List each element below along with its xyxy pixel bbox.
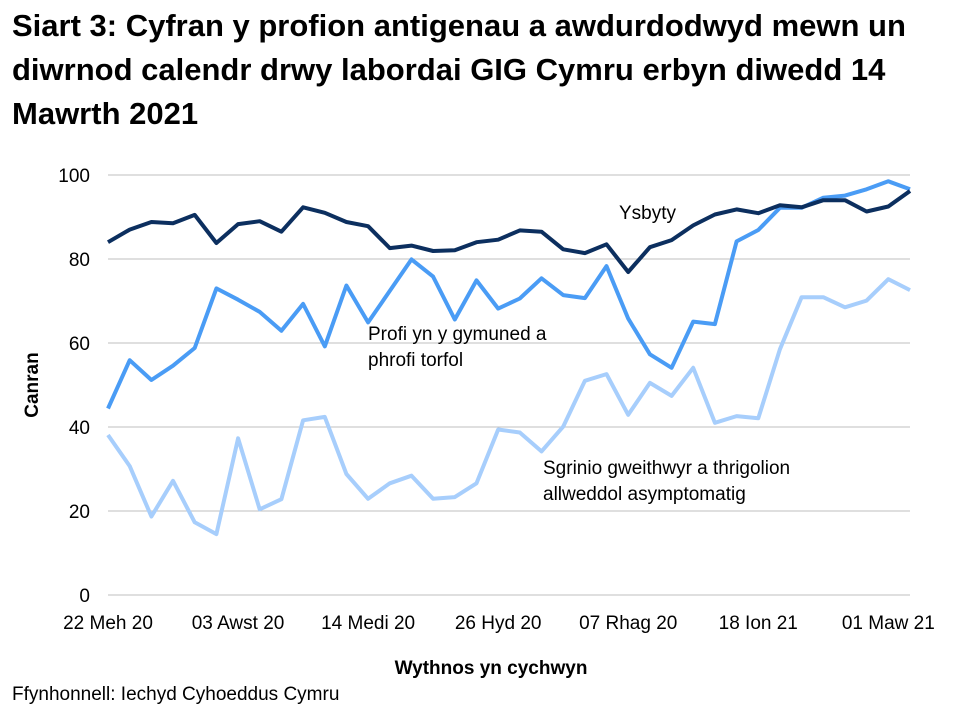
chart-title: Siart 3: Cyfran y profion antigenau a aw… <box>12 8 906 131</box>
x-axis: 22 Meh 20 03 Awst 20 14 Medi 20 26 Hyd 20 07… <box>63 613 935 634</box>
series-label: Ysbyty <box>619 203 677 224</box>
source-note: Ffynhonnell: Iechyd Cyhoeddus Cymru <box>12 684 340 705</box>
y-axis: 0 20 40 60 80 100 <box>58 166 90 607</box>
series-label: allweddol asymptomatig <box>543 484 746 505</box>
x-tick-label: 03 Awst 20 <box>192 613 285 634</box>
y-axis-label: Canran <box>22 352 43 417</box>
x-axis-label: Wythnos yn cychwyn <box>395 658 588 679</box>
y-tick-label: 20 <box>69 502 90 523</box>
series-line-0 <box>106 189 912 274</box>
series-line-2 <box>106 277 911 537</box>
series-lines <box>106 179 912 537</box>
x-tick-label: 26 Hyd 20 <box>455 613 542 634</box>
series-label: phrofi torfol <box>368 350 463 371</box>
x-tick-label: 18 Ion 21 <box>719 613 798 634</box>
grid <box>108 174 910 596</box>
y-tick-label: 60 <box>69 334 90 355</box>
x-tick-label: 07 Rhag 20 <box>579 613 677 634</box>
y-tick-label: 40 <box>69 418 90 439</box>
y-tick-label: 100 <box>58 166 90 187</box>
series-label: Sgrinio gweithwyr a thrigolion <box>543 458 790 479</box>
x-tick-label: 22 Meh 20 <box>63 613 153 634</box>
y-tick-label: 80 <box>69 250 90 271</box>
series-line-1 <box>106 179 911 410</box>
series-label: Profi yn y gymuned a <box>368 324 547 345</box>
series-labels: Ysbyty Profi yn y gymuned a phrofi torfol S… <box>368 203 790 505</box>
y-tick-label: 0 <box>79 586 90 607</box>
x-tick-label: 01 Maw 21 <box>842 613 935 634</box>
x-tick-label: 14 Medi 20 <box>321 613 415 634</box>
